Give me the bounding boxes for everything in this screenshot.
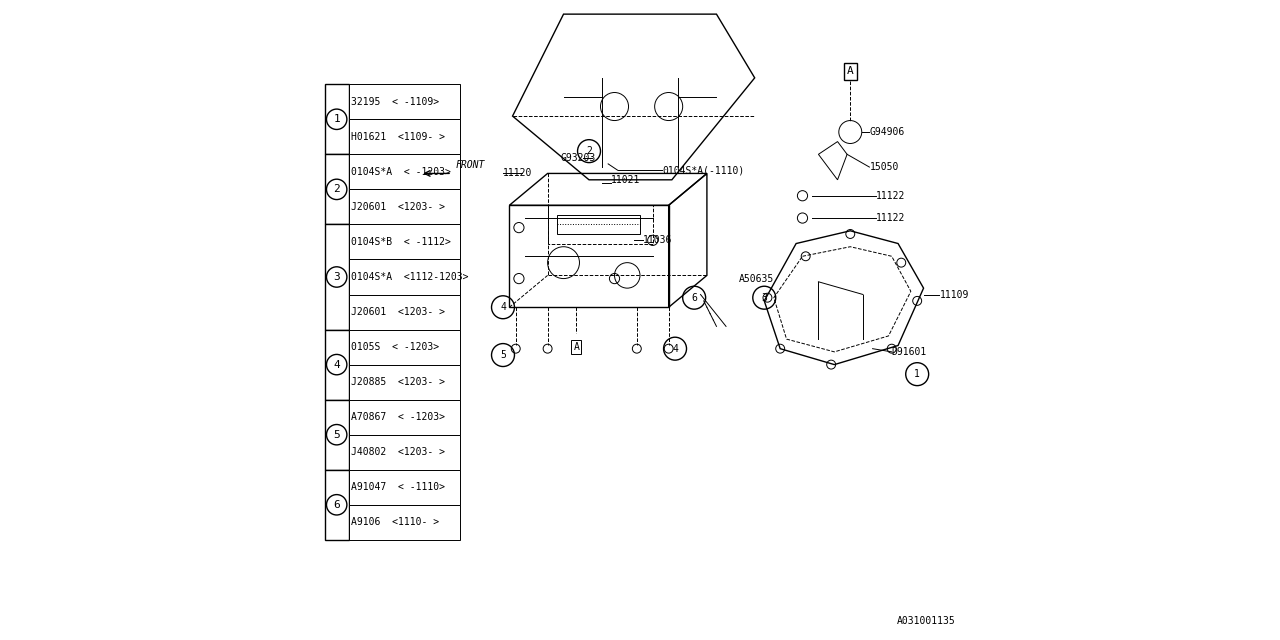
Text: 3: 3 [762, 292, 767, 303]
Text: H01621  <1109- >: H01621 <1109- > [351, 132, 445, 142]
Text: A9106  <1110- >: A9106 <1110- > [351, 517, 439, 527]
Text: A031001135: A031001135 [897, 616, 955, 626]
Circle shape [326, 355, 347, 375]
Bar [348, 119, 461, 154]
Bar [325, 470, 348, 540]
Bar [325, 84, 348, 154]
Text: 6: 6 [333, 500, 340, 510]
Bar [348, 505, 461, 540]
Text: 11109: 11109 [940, 289, 969, 300]
Text: 0104S*A  <1112-1203>: 0104S*A <1112-1203> [351, 272, 468, 282]
Circle shape [326, 495, 347, 515]
Circle shape [511, 344, 520, 353]
Bar [348, 225, 461, 259]
Text: 1: 1 [914, 369, 920, 379]
Text: A91047  < -1110>: A91047 < -1110> [351, 483, 445, 492]
Circle shape [632, 344, 641, 353]
Text: A70867  < -1203>: A70867 < -1203> [351, 412, 445, 422]
Bar [348, 435, 461, 470]
Text: 11120: 11120 [503, 168, 532, 179]
Text: J20601  <1203- >: J20601 <1203- > [351, 307, 445, 317]
Text: 0104S*A(-1110): 0104S*A(-1110) [662, 165, 745, 175]
Circle shape [543, 344, 552, 353]
Text: 0105S  < -1203>: 0105S < -1203> [351, 342, 439, 352]
Text: 0104S*A  < -1203>: 0104S*A < -1203> [351, 167, 452, 177]
Text: 0104S*B  < -1112>: 0104S*B < -1112> [351, 237, 452, 247]
Text: 5: 5 [500, 350, 506, 360]
Text: 5: 5 [333, 429, 340, 440]
Text: 3: 3 [333, 272, 340, 282]
Bar [348, 330, 461, 365]
Text: D91601: D91601 [892, 347, 927, 357]
Bar [325, 225, 348, 330]
Bar [348, 189, 461, 225]
Circle shape [664, 344, 673, 353]
Text: J40802  <1203- >: J40802 <1203- > [351, 447, 445, 457]
Circle shape [326, 424, 347, 445]
Bar [348, 154, 461, 189]
Bar [348, 365, 461, 399]
Text: 11122: 11122 [876, 213, 905, 223]
Text: 2: 2 [333, 184, 340, 195]
Text: A: A [573, 342, 580, 352]
Text: A50635: A50635 [739, 273, 774, 284]
Text: 11036: 11036 [643, 236, 672, 245]
Circle shape [326, 267, 347, 287]
Circle shape [326, 109, 347, 129]
Text: 4: 4 [333, 360, 340, 370]
Text: 11021: 11021 [612, 175, 641, 185]
Bar [348, 294, 461, 330]
Text: 15050: 15050 [869, 162, 899, 172]
Text: 11122: 11122 [876, 191, 905, 201]
Bar [325, 330, 348, 399]
Text: FRONT: FRONT [456, 160, 485, 170]
Text: 4: 4 [672, 344, 678, 354]
Bar [348, 470, 461, 505]
Text: A: A [847, 67, 854, 77]
Text: J20601  <1203- >: J20601 <1203- > [351, 202, 445, 212]
Text: 6: 6 [691, 292, 698, 303]
Text: 32195  < -1109>: 32195 < -1109> [351, 97, 439, 107]
Bar [348, 259, 461, 294]
Text: J20885  <1203- >: J20885 <1203- > [351, 377, 445, 387]
Bar [325, 154, 348, 225]
Text: G93203: G93203 [561, 152, 595, 163]
Bar [348, 399, 461, 435]
Text: 1: 1 [333, 115, 340, 124]
Text: 4: 4 [500, 302, 506, 312]
Bar [325, 399, 348, 470]
Bar [348, 84, 461, 119]
Text: G94906: G94906 [869, 127, 905, 137]
Text: 2: 2 [586, 146, 591, 156]
Circle shape [326, 179, 347, 200]
